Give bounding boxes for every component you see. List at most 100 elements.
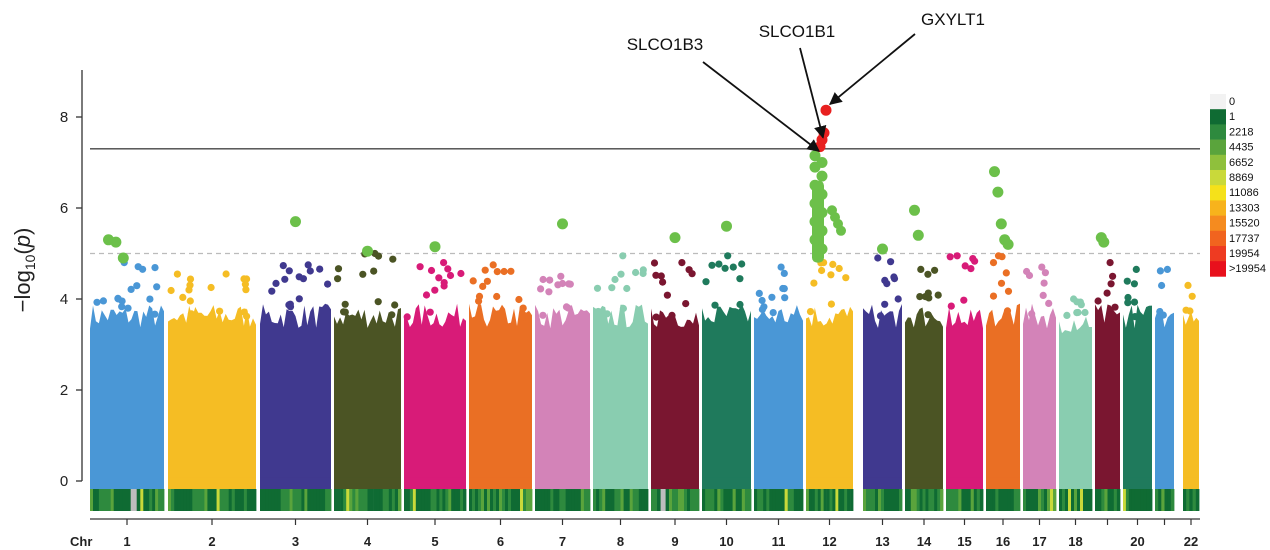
snp-point [133, 282, 141, 290]
density-cell [280, 489, 285, 511]
snp-point [242, 286, 250, 294]
density-cell [684, 489, 688, 511]
density-cell [1004, 489, 1008, 511]
snp-point [1156, 267, 1164, 275]
density-cell [289, 489, 293, 511]
snp-point [1039, 291, 1047, 299]
density-cell [614, 489, 618, 511]
density-cell [407, 489, 411, 511]
density-cell [398, 489, 402, 511]
x-axis-label: Chr [70, 534, 92, 549]
chromosome-2 [167, 270, 256, 489]
chromosome-8-base [593, 477, 648, 489]
snp-point [1023, 267, 1031, 276]
density-cell [890, 489, 894, 511]
density-cell [669, 489, 673, 511]
density-cell [958, 489, 962, 511]
density-cell [493, 489, 497, 511]
legend-label-9: 17737 [1229, 233, 1260, 245]
density-cell [263, 489, 267, 511]
legend-swatch-11 [1210, 261, 1226, 277]
x-tick-label-15: 15 [957, 534, 971, 549]
density-cell [989, 489, 993, 511]
snp-point [639, 269, 647, 278]
density-cell [878, 489, 882, 511]
highlight-point-chr12 [816, 225, 828, 237]
density-cell [409, 489, 414, 511]
snp-point [558, 279, 567, 288]
density-cell [623, 489, 628, 511]
snp-point [340, 308, 348, 316]
snp-point-top [1184, 281, 1192, 289]
density-cell [418, 489, 423, 511]
density-legend: 0 1 2218 4435 6652 8869 11086 13303 15520 17737 19… [1210, 94, 1266, 277]
x-tick-label-4: 4 [364, 534, 372, 549]
density-cell [116, 489, 120, 511]
density-cell [1029, 489, 1033, 511]
density-cell [1134, 489, 1138, 511]
chromosome-21-body [1155, 308, 1174, 481]
chromosome-9 [650, 259, 699, 489]
density-chr-17 [1023, 489, 1057, 511]
density-cell [763, 489, 767, 511]
legend-label-2: 2218 [1229, 126, 1253, 138]
snp-point [663, 291, 672, 299]
snp-point-top [304, 261, 312, 269]
snp-point [780, 269, 788, 277]
density-cell [790, 489, 795, 511]
chromosome-6-base [469, 477, 532, 489]
density-cell [632, 489, 637, 511]
snp-point [989, 259, 998, 267]
x-tick-label-2: 2 [208, 534, 215, 549]
snp-point [422, 291, 431, 299]
density-cell [337, 489, 341, 511]
snp-point [916, 293, 924, 301]
density-cell [421, 489, 426, 511]
density-cell [838, 489, 842, 511]
density-cell [617, 489, 621, 511]
density-chr-9 [651, 489, 700, 511]
density-cell [678, 489, 682, 511]
density-cell [847, 489, 851, 511]
density-cell [620, 489, 624, 511]
legend-label-7: 13303 [1229, 202, 1260, 214]
legend-label-5: 8869 [1229, 172, 1253, 184]
chromosome-20-body [1123, 304, 1152, 481]
density-cell [940, 489, 944, 511]
density-cell [1123, 489, 1127, 511]
density-cell [95, 489, 100, 511]
density-cell [808, 489, 813, 511]
density-cell [1062, 489, 1066, 511]
density-cell [626, 489, 631, 511]
density-cell [881, 489, 885, 511]
density-cell [899, 489, 903, 511]
density-cell [781, 489, 786, 511]
snp-point [114, 294, 122, 302]
density-chr-3 [260, 489, 332, 511]
density-cell [973, 489, 978, 511]
density-cell [931, 489, 935, 511]
snp-point [842, 274, 850, 282]
density-cell [820, 489, 824, 511]
legend-label-6: 11086 [1229, 187, 1259, 199]
legend-swatch-9 [1210, 230, 1226, 247]
snp-point [306, 267, 314, 275]
snp-point [493, 292, 501, 301]
density-cell [806, 489, 810, 511]
snp-point [829, 260, 837, 268]
density-cell [1089, 489, 1093, 511]
snp-point [619, 304, 628, 313]
density-cell [237, 489, 242, 511]
density-cell [1080, 489, 1084, 511]
snp-point-top [1163, 265, 1171, 273]
chromosome-7 [535, 272, 590, 489]
snp-point [186, 275, 195, 283]
y-tick-label-8: 8 [60, 109, 68, 126]
snp-point [426, 308, 434, 316]
density-cell [1110, 489, 1115, 511]
density-cell [787, 489, 792, 511]
density-cell [460, 489, 464, 511]
annotation-arrow-slco1b3 [702, 61, 820, 152]
snp-point [403, 313, 411, 321]
density-cell [186, 489, 190, 511]
